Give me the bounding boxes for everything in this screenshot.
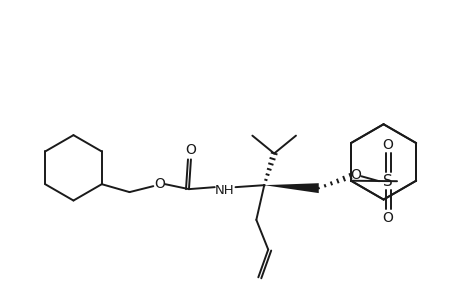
Text: O: O <box>382 138 393 152</box>
Text: O: O <box>153 177 164 191</box>
Polygon shape <box>263 183 318 193</box>
Text: O: O <box>382 211 393 225</box>
Text: O: O <box>185 143 196 158</box>
Text: NH: NH <box>214 184 234 196</box>
Text: O: O <box>349 168 360 182</box>
Text: S: S <box>382 174 392 189</box>
